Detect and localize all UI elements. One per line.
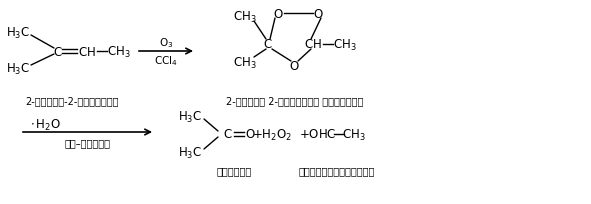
Text: 2-मेथिल-2-ब्यूटीन: 2-मेथिल-2-ब्यूटीन xyxy=(25,95,119,105)
Text: $\mathsf{O}$: $\mathsf{O}$ xyxy=(245,128,255,141)
Text: $+\mathsf{H_2O_2}$: $+\mathsf{H_2O_2}$ xyxy=(252,127,292,142)
Text: $\mathsf{O_3}$: $\mathsf{O_3}$ xyxy=(159,36,173,50)
Text: $\mathsf{CCl_4}$: $\mathsf{CCl_4}$ xyxy=(154,54,178,68)
Text: ऐसीटोन: ऐसीटोन xyxy=(216,165,252,175)
Text: $\mathsf{\cdot\,H_2O}$: $\mathsf{\cdot\,H_2O}$ xyxy=(30,117,61,132)
Text: $\mathsf{CH}$: $\mathsf{CH}$ xyxy=(78,45,96,58)
Text: $\mathsf{H_3C}$: $\mathsf{H_3C}$ xyxy=(6,61,30,76)
Text: $\mathsf{CH_3}$: $\mathsf{CH_3}$ xyxy=(233,55,257,70)
Text: $\mathsf{H_3C}$: $\mathsf{H_3C}$ xyxy=(178,145,202,160)
Text: $\mathsf{CH_3}$: $\mathsf{CH_3}$ xyxy=(333,37,357,52)
Text: ऐसीटेल्डिहाइड: ऐसीटेल्डिहाइड xyxy=(299,165,375,175)
Text: $+\mathsf{OHC}$: $+\mathsf{OHC}$ xyxy=(299,128,337,141)
Text: 2-मेथिल 2-ब्यूटीन ओजोनाइड: 2-मेथिल 2-ब्यूटीन ओजोनाइड xyxy=(226,95,363,105)
Text: $\mathsf{O}$: $\mathsf{O}$ xyxy=(272,8,283,20)
Text: $\mathsf{CH_3}$: $\mathsf{CH_3}$ xyxy=(342,127,366,142)
Text: $\mathsf{C}$: $\mathsf{C}$ xyxy=(53,45,63,58)
Text: $\mathsf{H_3C}$: $\mathsf{H_3C}$ xyxy=(6,25,30,40)
Text: $\mathsf{C}$: $\mathsf{C}$ xyxy=(263,38,273,51)
Text: $\mathsf{CH_3}$: $\mathsf{CH_3}$ xyxy=(107,44,131,59)
Text: $\mathsf{C}$: $\mathsf{C}$ xyxy=(223,128,233,141)
Text: $\mathsf{O}$: $\mathsf{O}$ xyxy=(313,8,323,20)
Text: $\mathsf{CH_3}$: $\mathsf{CH_3}$ xyxy=(233,9,257,24)
Text: $\mathsf{H_3C}$: $\mathsf{H_3C}$ xyxy=(178,109,202,124)
Text: $\mathsf{O}$: $\mathsf{O}$ xyxy=(288,60,299,73)
Text: $\mathsf{CH}$: $\mathsf{CH}$ xyxy=(304,38,322,51)
Text: जल–अपघटन: जल–अपघटन xyxy=(65,137,111,147)
